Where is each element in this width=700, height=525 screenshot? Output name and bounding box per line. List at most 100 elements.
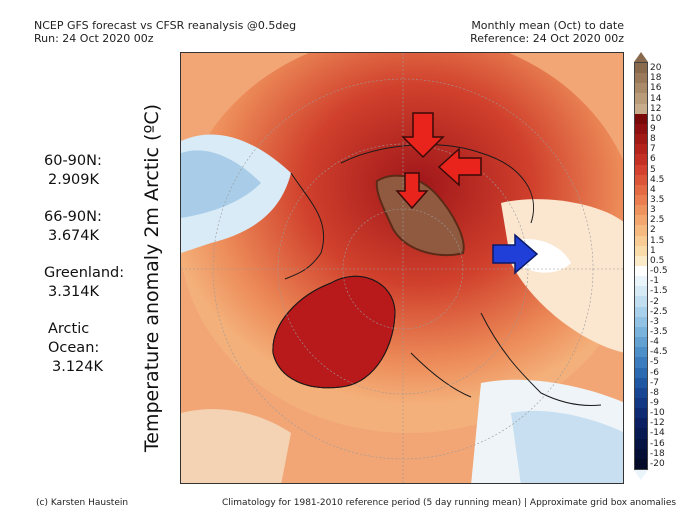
colorbar-segment (635, 184, 647, 196)
colorbar-segment (635, 367, 647, 379)
colorbar-segment (635, 418, 647, 429)
colorbar-segment (635, 276, 647, 287)
stat-value: 3.314K (48, 284, 100, 300)
neutral-anomaly-siberia (501, 199, 623, 353)
colorbar-tick-label: -9 (650, 398, 659, 409)
colorbar-segment (635, 113, 647, 125)
colorbar-segment (635, 428, 647, 440)
colorbar-tick-label: 9 (650, 123, 656, 134)
colorbar-segment (635, 123, 647, 135)
colorbar-segment (635, 387, 647, 399)
colorbar-segment (635, 83, 647, 94)
colorbar-tick-label: 8 (650, 134, 656, 145)
colorbar-tick-label: -5 (650, 357, 659, 368)
colorbar-segment (635, 266, 647, 277)
colorbar-tick-label: 4.5 (650, 174, 665, 185)
averaging-period: Monthly mean (Oct) to date (471, 19, 624, 32)
colorbar-segment (635, 215, 647, 226)
colorbar-tick-label: 14 (650, 93, 662, 104)
colorbar-tick-label: -3 (650, 316, 659, 327)
colorbar-tick-label: 5 (650, 164, 656, 175)
colorbar-tick-label: 16 (650, 83, 662, 94)
cold-anomaly-core (181, 150, 261, 218)
colorbar-tick-label: 0.5 (650, 255, 665, 266)
colorbar-tick-label: -2 (650, 296, 659, 307)
colorbar-tick-label: -20 (650, 458, 665, 469)
colorbar-segment (635, 438, 647, 450)
colorbar-segment (635, 225, 647, 237)
reference-time: Reference: 24 Oct 2020 00z (470, 32, 624, 45)
colorbar-segment (635, 448, 647, 460)
stat-value: 2.909K (48, 172, 100, 188)
colorbar-segment (635, 144, 647, 155)
colorbar-tick-label: 1 (650, 245, 656, 256)
colorbar-segment (635, 164, 647, 176)
stat-greenland: Greenland: 3.314K (44, 264, 124, 302)
graticule (181, 53, 623, 483)
colorbar-tick-label: 6 (650, 154, 656, 165)
colorbar-segment (635, 134, 647, 145)
colorbar-segment (635, 255, 647, 267)
colorbar-tick-label: -1.5 (650, 286, 668, 297)
colorbar-tick-label: -18 (650, 448, 665, 459)
colorbar-segment (635, 337, 647, 348)
colorbar-segment (635, 93, 647, 105)
colorbar-tick-label: -0.5 (650, 266, 668, 277)
stat-region: 60-90N: (44, 153, 102, 169)
stat-arctic-ocean: Arctic Ocean: 3.124K (48, 320, 110, 377)
warm-anomaly-atlantic (181, 409, 291, 483)
colorbar-segment (635, 174, 647, 186)
stat-value: 3.674K (48, 228, 100, 244)
stat-region: 66-90N: (44, 209, 102, 225)
colorbar-segment (635, 357, 647, 368)
colorbar-tick-label: -12 (650, 418, 665, 429)
coastlines (272, 144, 602, 406)
arrow-north (401, 112, 445, 159)
colorbar-segment (635, 194, 647, 206)
colorbar-tick-label: -4 (650, 337, 659, 348)
stat-region: Arctic Ocean: (48, 321, 100, 356)
header-left: NCEP GFS forecast vs CFSR reanalysis @0.… (34, 19, 296, 45)
colorbar-tick-label: 7 (650, 144, 656, 155)
stat-region: Greenland: (44, 265, 125, 281)
colorbar-tick-label: -16 (650, 438, 665, 449)
colorbar-segment (635, 205, 647, 216)
stat-value: 3.124K (52, 359, 104, 375)
colorbar-segment (635, 326, 647, 338)
colorbar-segment (635, 377, 647, 389)
colorbar-tick-label: 3.5 (650, 195, 665, 206)
colorbar-segment (635, 296, 647, 308)
header-right: Monthly mean (Oct) to date Reference: 24… (470, 19, 624, 45)
colorbar-max-triangle (634, 52, 648, 62)
arrow-east (437, 147, 482, 187)
colorbar-tick-label: 12 (650, 103, 662, 114)
colorbar-segment (635, 235, 647, 247)
arrow-center (395, 172, 429, 210)
colorbar-tick-label: 18 (650, 73, 662, 84)
colorbar-tick-label: 10 (650, 113, 662, 124)
colorbar-segment (635, 458, 647, 470)
colorbar-tick-label: 3 (650, 205, 656, 216)
colorbar-segment (635, 73, 647, 84)
colorbar (634, 62, 648, 470)
colorbar-tick-label: 20 (650, 63, 662, 74)
colorbar-tick-label: -4.5 (650, 347, 668, 358)
colorbar-segment (635, 103, 647, 115)
colorbar-segment (635, 286, 647, 297)
colorbar-tick-label: 2.5 (650, 215, 665, 226)
stat-66-90n: 66-90N: 3.674K (44, 208, 102, 246)
cold-anomaly-europe (511, 410, 623, 483)
colorbar-segment (635, 154, 647, 165)
map-title: NCEP GFS forecast vs CFSR reanalysis @0.… (34, 19, 297, 32)
colorbar-segment (635, 245, 647, 257)
map-graphic (181, 53, 623, 483)
colorbar-tick-label: -3.5 (650, 326, 668, 337)
anomaly-map (180, 52, 624, 484)
colorbar-tick-label: 2 (650, 225, 656, 236)
colorbar-min-triangle (634, 470, 648, 480)
colorbar-segment (635, 347, 647, 358)
stat-60-90n: 60-90N: 2.909K (44, 152, 102, 190)
colorbar-tick-label: 4 (650, 184, 656, 195)
run-time: Run: 24 Oct 2020 00z (34, 32, 154, 45)
colorbar-tick-label: -14 (650, 428, 665, 439)
